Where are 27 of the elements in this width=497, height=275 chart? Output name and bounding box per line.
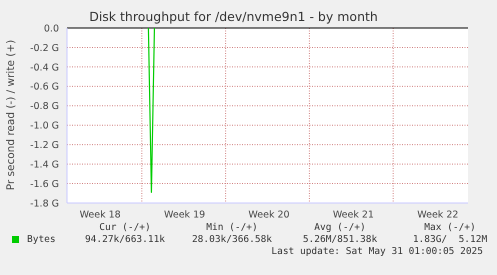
text: 28.03k/366.58k bbox=[190, 234, 274, 245]
text: 1.83G/ 5.12M bbox=[412, 234, 488, 245]
text: 94.27k/663.11k bbox=[84, 234, 166, 245]
y-tick-label: -1.4 G bbox=[30, 159, 59, 170]
text: Min (-/+) bbox=[205, 222, 259, 233]
y-tick-label: -1.6 G bbox=[30, 178, 59, 190]
y-axis-title: Pr second read (-) / write (+) bbox=[5, 40, 17, 190]
text: 5.26M/851.38k bbox=[302, 234, 378, 245]
y-tick-label: -0.8 G bbox=[30, 101, 59, 112]
text: Last update: Sat May 31 01:00:05 2025 bbox=[271, 246, 483, 257]
y-tick-label: -1.0 G bbox=[30, 120, 59, 132]
y-tick-label: -0.4 G bbox=[30, 62, 59, 74]
text: Avg (-/+) bbox=[313, 222, 367, 233]
x-tick-label: Week 22 bbox=[417, 210, 458, 221]
text: Cur (-/+) bbox=[98, 222, 152, 233]
y-tick-label: -0.2 G bbox=[30, 42, 59, 54]
y-tick-label: 0.0 bbox=[44, 23, 59, 34]
text: Max (-/+) bbox=[423, 222, 477, 233]
x-tick-label: Week 21 bbox=[332, 210, 374, 221]
x-tick-label: Week 18 bbox=[80, 210, 121, 221]
x-tick-label: Week 20 bbox=[248, 210, 290, 221]
chart-title: Disk throughput for /dev/nvme9n1 - by month bbox=[88, 9, 379, 24]
x-tick-label: Week 19 bbox=[164, 210, 206, 221]
y-tick-label: -1.8 G bbox=[30, 198, 59, 210]
y-tick-label: -0.6 G bbox=[30, 82, 59, 93]
y-tick-label: -1.2 G bbox=[30, 140, 59, 152]
legend-label: Bytes bbox=[26, 234, 56, 245]
